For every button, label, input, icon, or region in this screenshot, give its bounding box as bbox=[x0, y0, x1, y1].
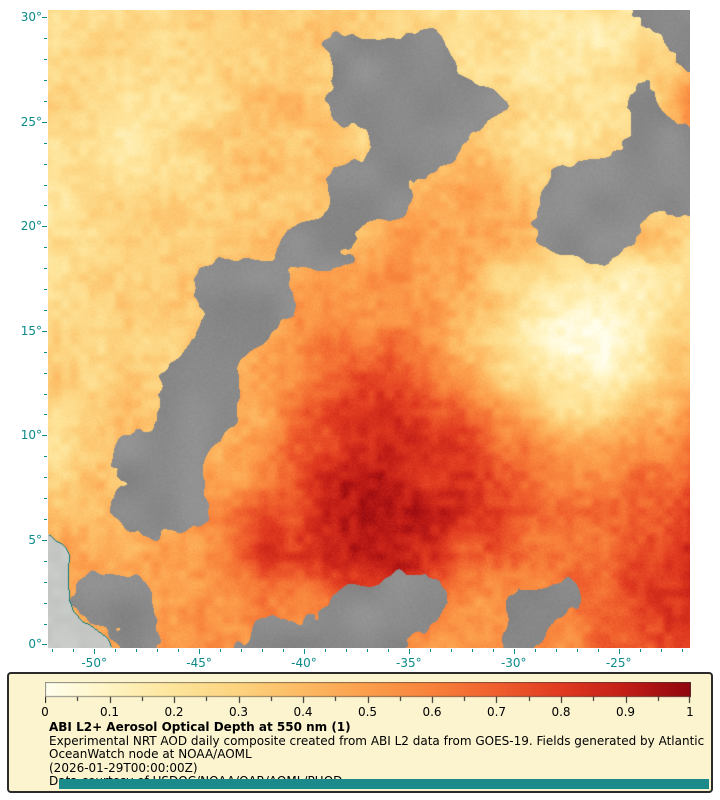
x-tick-label: -35° bbox=[396, 656, 422, 670]
x-tick-label: -25° bbox=[605, 656, 632, 670]
y-minor-tick bbox=[44, 80, 47, 82]
x-minor-tick bbox=[555, 649, 557, 652]
y-minor-tick bbox=[44, 414, 47, 416]
colorbar-tick-label: 0.6 bbox=[422, 705, 442, 719]
colorbar-tick-label: 0.8 bbox=[551, 705, 571, 719]
x-tick-label: -45° bbox=[186, 656, 212, 670]
x-minor-tick bbox=[366, 649, 368, 652]
y-tick-label: 25° bbox=[20, 114, 42, 129]
y-tick-label: 10° bbox=[20, 428, 42, 443]
x-major-tick bbox=[513, 649, 515, 654]
x-minor-tick bbox=[534, 649, 536, 652]
x-minor-tick bbox=[220, 649, 222, 652]
legend-panel: 0 0.1 0.2 0.3 0.4 0.5 0.6 0.7 0.8 0.9 1 ABI L2+ Ae… bbox=[7, 672, 713, 793]
x-tick-label: -30° bbox=[500, 656, 527, 670]
y-minor-tick bbox=[44, 289, 47, 291]
x-minor-tick bbox=[492, 649, 494, 652]
y-minor-tick bbox=[44, 184, 47, 186]
y-tick-label: 0° bbox=[28, 637, 42, 652]
x-major-tick bbox=[408, 649, 410, 654]
y-minor-tick bbox=[44, 393, 47, 395]
x-minor-tick bbox=[471, 649, 473, 652]
x-minor-tick bbox=[157, 649, 159, 652]
y-tick-label: 15° bbox=[20, 323, 42, 338]
x-minor-tick bbox=[324, 649, 326, 652]
x-minor-tick bbox=[73, 649, 75, 652]
y-minor-tick bbox=[44, 623, 47, 625]
x-major-tick bbox=[618, 649, 620, 654]
y-minor-tick bbox=[44, 309, 47, 311]
legend-description: Experimental NRT AOD daily composite cre… bbox=[49, 733, 705, 761]
x-minor-tick bbox=[576, 649, 578, 652]
y-minor-tick bbox=[44, 372, 47, 374]
y-minor-tick bbox=[44, 205, 47, 207]
y-minor-tick bbox=[44, 498, 47, 500]
y-minor-tick bbox=[44, 142, 47, 144]
y-minor-tick bbox=[44, 351, 47, 353]
y-tick-label: 20° bbox=[20, 219, 42, 234]
y-minor-tick bbox=[44, 519, 47, 521]
x-minor-tick bbox=[450, 649, 452, 652]
y-major-tick bbox=[42, 435, 47, 437]
x-major-tick bbox=[303, 649, 305, 654]
y-major-tick bbox=[42, 539, 47, 541]
colorbar-tick-label: 0.2 bbox=[164, 705, 184, 719]
x-tick-label: -40° bbox=[291, 656, 317, 670]
colorbar-tick-label: 1 bbox=[686, 705, 694, 719]
x-minor-tick bbox=[681, 649, 683, 652]
x-minor-tick bbox=[136, 649, 138, 652]
x-minor-tick bbox=[387, 649, 389, 652]
legend-title: ABI L2+ Aerosol Optical Depth at 550 nm … bbox=[49, 720, 351, 734]
y-minor-tick bbox=[44, 100, 47, 102]
x-minor-tick bbox=[345, 649, 347, 652]
y-minor-tick bbox=[44, 560, 47, 562]
x-tick-label: -50° bbox=[81, 656, 107, 670]
x-minor-tick bbox=[241, 649, 243, 652]
x-minor-tick bbox=[262, 649, 263, 652]
y-minor-tick bbox=[44, 163, 47, 165]
colorbar-tick-label: 0.4 bbox=[293, 705, 313, 719]
y-minor-tick bbox=[44, 581, 47, 583]
y-minor-tick bbox=[44, 602, 47, 604]
x-major-tick bbox=[199, 649, 201, 654]
y-minor-tick bbox=[44, 477, 47, 479]
aod-heatmap-canvas bbox=[48, 10, 690, 648]
y-minor-tick bbox=[44, 247, 47, 249]
y-major-tick bbox=[42, 121, 47, 123]
x-minor-tick bbox=[660, 649, 662, 652]
map-area: -50° -45° -40° -35° -30° -25° 30° 25° 20° 15° 10° 5… bbox=[20, 10, 690, 670]
x-minor-tick bbox=[115, 649, 117, 652]
y-minor-tick bbox=[44, 59, 47, 61]
x-minor-tick bbox=[639, 649, 641, 652]
y-tick-label: 5° bbox=[28, 532, 42, 547]
x-minor-tick bbox=[429, 649, 431, 652]
legend-timestamp: (2026-01-29T00:00:00Z) bbox=[49, 760, 198, 775]
colorbar-tick-label: 0.7 bbox=[486, 705, 507, 719]
x-minor-tick bbox=[282, 649, 284, 652]
colorbar-tick-label: 0.9 bbox=[615, 705, 636, 719]
colorbar-tick-label: 0.5 bbox=[357, 705, 378, 719]
footer-strip bbox=[59, 779, 709, 789]
y-minor-tick bbox=[44, 268, 47, 270]
x-minor-tick bbox=[178, 649, 180, 652]
y-major-tick bbox=[42, 330, 47, 332]
colorbar-tick-label: 0.3 bbox=[228, 705, 249, 719]
colorbar-tick-label: 0 bbox=[41, 705, 49, 719]
x-minor-tick bbox=[52, 649, 54, 652]
y-minor-tick bbox=[44, 456, 47, 458]
x-minor-tick bbox=[597, 649, 599, 652]
y-major-tick bbox=[42, 17, 47, 19]
colorbar-tick-labels: 0 0.1 0.2 0.3 0.4 0.5 0.6 0.7 0.8 0.9 1 bbox=[41, 705, 694, 719]
x-major-tick bbox=[94, 649, 96, 654]
y-minor-tick bbox=[44, 38, 47, 40]
colorbar bbox=[45, 682, 691, 704]
y-major-tick bbox=[42, 644, 47, 646]
colorbar-tick-label: 0.1 bbox=[99, 705, 120, 719]
y-tick-label: 30° bbox=[20, 10, 42, 25]
y-major-tick bbox=[42, 226, 47, 228]
